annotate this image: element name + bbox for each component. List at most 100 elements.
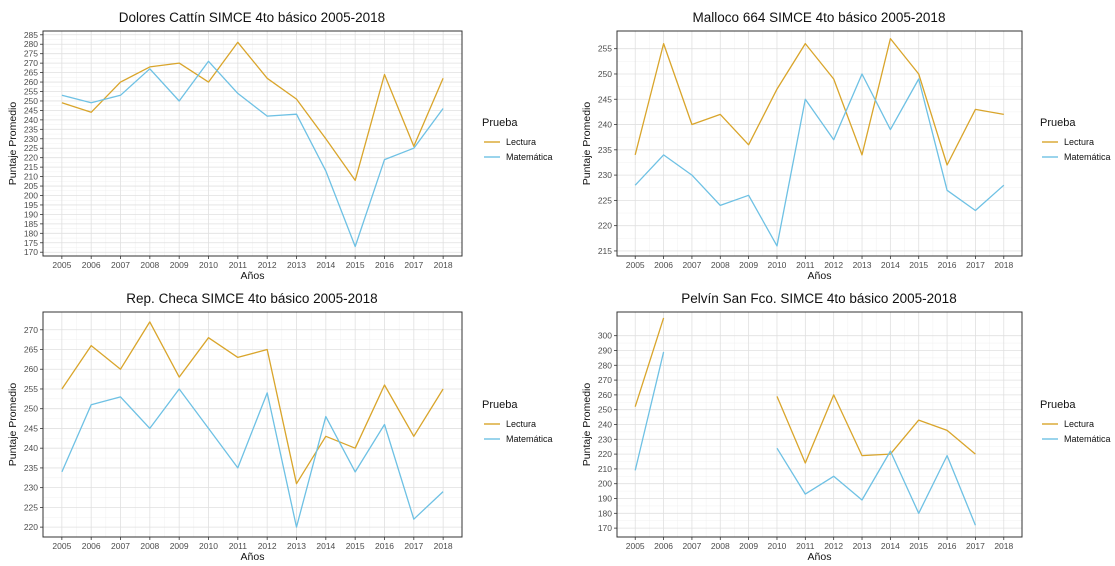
x-tick-label: 2009 [739,260,758,270]
y-tick-label: 200 [598,479,612,489]
x-tick-label: 2008 [711,260,730,270]
x-tick-label: 2006 [654,260,673,270]
x-tick-label: 2018 [434,541,453,551]
x-tick-label: 2016 [938,260,957,270]
y-tick-label: 285 [24,30,38,40]
x-tick-label: 2014 [316,260,335,270]
x-tick-label: 2007 [111,541,130,551]
x-tick-label: 2015 [346,260,365,270]
legend-label-lectura: Lectura [506,419,536,429]
y-tick-label: 280 [598,360,612,370]
x-axis-label: Años [808,270,832,282]
x-tick-label: 2012 [824,260,843,270]
y-tick-label: 180 [598,508,612,518]
y-tick-label: 260 [598,390,612,400]
y-axis-label: Puntaje Promedio [581,102,593,186]
y-tick-label: 195 [24,200,38,210]
x-tick-label: 2014 [881,541,900,551]
x-tick-label: 2013 [287,541,306,551]
y-tick-label: 240 [598,420,612,430]
x-tick-label: 2010 [768,541,787,551]
legend-title: Prueba [1040,117,1076,129]
y-tick-label: 240 [24,115,38,125]
x-tick-label: 2008 [140,541,159,551]
x-tick-label: 2015 [909,260,928,270]
x-axis-label: Años [241,551,265,561]
y-tick-label: 180 [24,228,38,238]
x-tick-label: 2016 [375,260,394,270]
y-tick-label: 255 [24,87,38,97]
chart-title: Pelvín San Fco. SIMCE 4to básico 2005-20… [681,291,956,306]
x-tick-label: 2015 [346,541,365,551]
x-tick-label: 2008 [140,260,159,270]
y-tick-label: 220 [598,449,612,459]
x-tick-label: 2012 [824,541,843,551]
legend-label-matematica: Matemática [506,152,553,162]
x-axis-label: Años [241,270,265,282]
legend-label-lectura: Lectura [506,137,536,147]
y-tick-label: 250 [598,405,612,415]
legend-label-matematica: Matemática [1064,152,1111,162]
y-tick-label: 190 [24,209,38,219]
x-tick-label: 2009 [170,260,189,270]
chart-panel-2: 2005 2006 2007 2008 2009 2010 2011 2012 2013 2014… [581,10,1111,282]
x-tick-label: 2014 [316,541,335,551]
x-tick-label: 2007 [682,541,701,551]
y-tick-label: 275 [24,49,38,59]
x-tick-label: 2015 [909,541,928,551]
y-tick-label: 245 [24,423,38,433]
chart-panel-1: 2005 2006 2007 2008 2009 2010 2011 2012 2013 2014… [7,10,553,282]
y-tick-label: 290 [598,345,612,355]
legend-label-lectura: Lectura [1064,419,1094,429]
x-tick-label: 2012 [258,541,277,551]
legend: Prueba Lectura Matemática [1040,399,1111,444]
x-tick-label: 2017 [404,541,423,551]
x-tick-label: 2007 [682,260,701,270]
x-tick-label: 2006 [82,541,101,551]
x-tick-label: 2017 [404,260,423,270]
legend-title: Prueba [482,399,518,411]
y-tick-label: 280 [24,39,38,49]
y-tick-label: 230 [598,434,612,444]
chart-panel-3: 2005 2006 2007 2008 2009 2010 2011 2012 2013 2014… [7,291,553,561]
legend: Prueba Lectura Matemática [482,117,553,162]
x-tick-label: 2010 [199,260,218,270]
x-tick-label: 2009 [170,541,189,551]
chart-title: Dolores Cattín SIMCE 4to básico 2005-201… [119,10,385,25]
y-tick-label: 205 [24,181,38,191]
x-tick-label: 2013 [853,541,872,551]
y-tick-label: 270 [24,325,38,335]
y-tick-label: 230 [24,134,38,144]
y-tick-label: 270 [598,375,612,385]
x-tick-label: 2013 [287,260,306,270]
y-tick-label: 215 [598,246,612,256]
y-axis-label: Puntaje Promedio [7,102,19,186]
x-tick-label: 2018 [434,260,453,270]
y-tick-label: 230 [24,483,38,493]
y-tick-label: 225 [24,143,38,153]
y-tick-label: 255 [598,44,612,54]
x-tick-label: 2011 [796,260,815,270]
legend-label-lectura: Lectura [1064,137,1094,147]
y-tick-label: 255 [24,384,38,394]
y-tick-label: 250 [598,69,612,79]
y-tick-label: 230 [598,170,612,180]
x-tick-label: 2010 [768,260,787,270]
y-tick-label: 250 [24,96,38,106]
y-tick-label: 170 [24,247,38,257]
y-tick-label: 220 [598,221,612,231]
x-tick-label: 2005 [626,260,645,270]
chart-panel-4: 2005 2006 2007 2008 2009 2010 2011 2012 2013 2014… [581,291,1111,561]
legend-label-matematica: Matemática [1064,434,1111,444]
x-tick-label: 2018 [994,260,1013,270]
y-tick-label: 225 [24,502,38,512]
y-tick-label: 220 [24,522,38,532]
y-tick-label: 190 [598,494,612,504]
y-tick-label: 260 [24,77,38,87]
x-tick-label: 2017 [966,541,985,551]
x-tick-label: 2013 [853,260,872,270]
y-tick-label: 210 [24,172,38,182]
legend-title: Prueba [482,117,518,129]
